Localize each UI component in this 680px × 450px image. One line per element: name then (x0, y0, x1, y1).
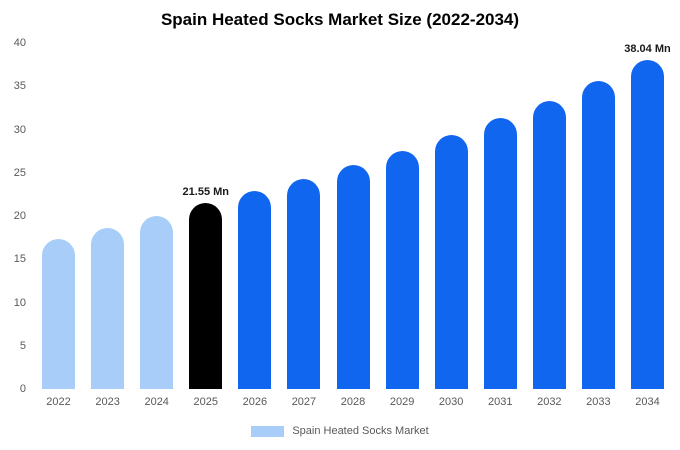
bar-slot (279, 43, 328, 389)
bar-slot: 38.04 Mn (623, 43, 672, 389)
bar-2034 (630, 60, 664, 389)
bar-2030 (434, 134, 468, 389)
y-axis-tick-label: 40 (13, 37, 26, 49)
x-axis-tick-label: 2024 (144, 396, 169, 408)
y-axis-tick-label: 25 (13, 166, 26, 179)
bar-2023 (91, 228, 125, 389)
bar-value-label: 21.55 Mn (182, 185, 229, 198)
bar-slot (328, 43, 377, 389)
y-axis-tick-label: 10 (13, 296, 26, 309)
bar-slot (427, 43, 476, 389)
chart-title: Spain Heated Socks Market Size (2022-203… (160, 10, 520, 29)
x-axis-tick-label: 2026 (242, 396, 268, 408)
x-axis-tick-label: 2028 (340, 396, 366, 408)
bar-2033 (581, 81, 615, 389)
bar-2032 (532, 100, 566, 389)
bar-slot (525, 43, 574, 389)
bar-2022 (42, 238, 76, 389)
bar-2031 (483, 118, 517, 389)
x-axis-tick-label: 2022 (46, 396, 71, 408)
y-axis-tick-label: 20 (13, 210, 26, 222)
bar-slot (83, 43, 132, 389)
x-axis-tick-label: 2029 (389, 396, 415, 408)
y-axis-tick-label: 30 (13, 123, 26, 136)
x-axis-tick-label: 2031 (488, 396, 513, 408)
y-axis-tick-label: 15 (13, 253, 26, 266)
bar-slot (34, 43, 83, 389)
bar-2027 (287, 178, 321, 389)
bar-slot (132, 43, 181, 389)
bar-2028 (336, 164, 370, 389)
bar-2024 (140, 216, 174, 389)
bar-slot (574, 43, 623, 389)
plot-area: 21.55 Mn 38.04 Mn (34, 43, 672, 389)
x-axis-tick-label: 2023 (95, 396, 120, 408)
legend: Spain Heated Socks Market (0, 425, 680, 437)
x-axis-tick-label: 2034 (635, 396, 660, 408)
bar-2026 (238, 190, 272, 389)
bar-slot (476, 43, 525, 389)
bar-slot (378, 43, 427, 389)
x-axis-tick-label: 2033 (586, 396, 611, 408)
bar-slot: 21.55 Mn (181, 43, 230, 389)
bar-value-label: 38.04 Mn (624, 43, 671, 55)
x-axis-tick-label: 2032 (537, 396, 562, 408)
x-axis-tick-label: 2030 (438, 396, 464, 408)
legend-swatch (251, 425, 285, 437)
y-axis-tick-label: 35 (13, 80, 26, 93)
y-axis-tick-label: 0 (19, 383, 26, 395)
bar-slot (230, 43, 279, 389)
bar-2025 (189, 202, 223, 389)
x-axis: 2022 2023 2024 2025 2026 2027 2028 2029 2030 2031… (34, 396, 672, 408)
y-axis-tick-label: 5 (19, 339, 26, 352)
bar-2029 (385, 151, 419, 389)
x-axis-tick-label: 2025 (193, 396, 219, 408)
y-axis: 0 5 10 15 20 25 30 35 40 (0, 37, 26, 395)
x-axis-tick-label: 2027 (291, 396, 317, 408)
legend-label: Spain Heated Socks Market (292, 425, 429, 437)
